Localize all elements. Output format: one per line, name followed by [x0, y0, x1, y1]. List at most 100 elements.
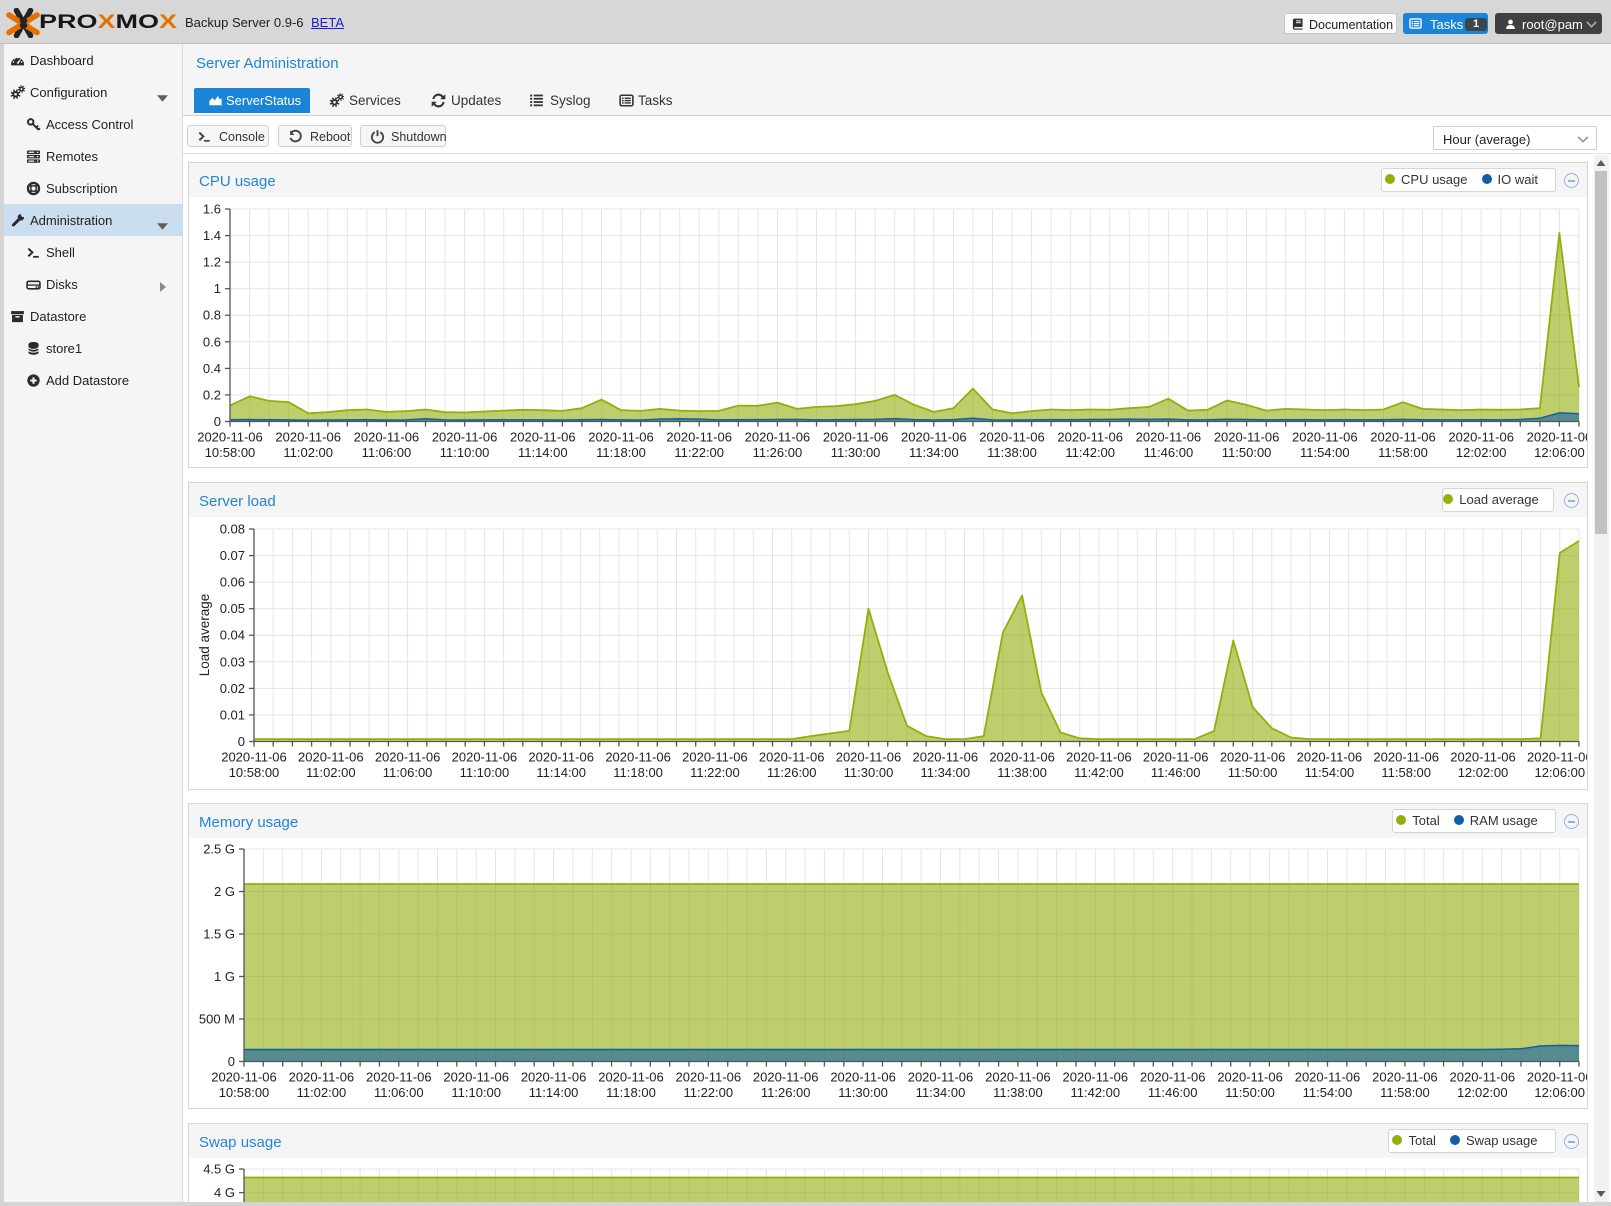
svg-text:1.5 G: 1.5 G	[203, 927, 235, 942]
svg-text:0.4: 0.4	[203, 361, 221, 376]
svg-text:11:14:00: 11:14:00	[536, 765, 586, 780]
svg-text:11:22:00: 11:22:00	[690, 765, 740, 780]
svg-text:12:06:00: 12:06:00	[1534, 765, 1585, 780]
svg-text:11:22:00: 11:22:00	[683, 1085, 733, 1100]
svg-text:2020-11-06: 2020-11-06	[836, 750, 902, 765]
svg-text:2020-11-06: 2020-11-06	[1063, 1070, 1129, 1085]
svg-text:2020-11-06: 2020-11-06	[528, 750, 594, 765]
svg-text:500 M: 500 M	[199, 1012, 235, 1027]
svg-text:2020-11-06: 2020-11-06	[221, 750, 287, 765]
svg-text:2020-11-06: 2020-11-06	[1448, 430, 1514, 445]
svg-text:2020-11-06: 2020-11-06	[354, 430, 420, 445]
svg-text:11:54:00: 11:54:00	[1305, 765, 1355, 780]
svg-text:1.6: 1.6	[203, 202, 221, 217]
svg-text:2020-11-06: 2020-11-06	[605, 750, 671, 765]
svg-text:11:46:00: 11:46:00	[1151, 765, 1201, 780]
svg-text:0.01: 0.01	[220, 707, 245, 722]
svg-text:2020-11-06: 2020-11-06	[443, 1070, 509, 1085]
svg-text:11:58:00: 11:58:00	[1380, 1085, 1430, 1100]
svg-text:2020-11-06: 2020-11-06	[676, 1070, 742, 1085]
svg-text:11:34:00: 11:34:00	[909, 445, 959, 460]
svg-text:2020-11-06: 2020-11-06	[745, 430, 811, 445]
svg-text:0.04: 0.04	[220, 628, 245, 643]
svg-text:2020-11-06: 2020-11-06	[1450, 1070, 1516, 1085]
svg-text:2020-11-06: 2020-11-06	[753, 1070, 819, 1085]
svg-text:2020-11-06: 2020-11-06	[901, 430, 967, 445]
svg-text:0: 0	[238, 734, 245, 749]
svg-text:12:02:00: 12:02:00	[1457, 1085, 1508, 1100]
svg-text:11:50:00: 11:50:00	[1228, 765, 1278, 780]
svg-text:11:18:00: 11:18:00	[596, 445, 646, 460]
svg-text:2020-11-06: 2020-11-06	[979, 430, 1045, 445]
svg-text:10:58:00: 10:58:00	[229, 765, 280, 780]
svg-text:11:10:00: 11:10:00	[440, 445, 490, 460]
svg-text:11:06:00: 11:06:00	[374, 1085, 424, 1100]
svg-text:0.8: 0.8	[203, 308, 221, 323]
svg-text:11:30:00: 11:30:00	[831, 445, 881, 460]
svg-text:1: 1	[214, 281, 221, 296]
svg-text:10:58:00: 10:58:00	[219, 1085, 270, 1100]
svg-text:11:02:00: 11:02:00	[283, 445, 333, 460]
svg-text:12:02:00: 12:02:00	[1458, 765, 1509, 780]
svg-text:2020-11-06: 2020-11-06	[588, 430, 654, 445]
svg-text:11:30:00: 11:30:00	[838, 1085, 888, 1100]
svg-text:2020-11-06: 2020-11-06	[1373, 750, 1439, 765]
svg-text:11:18:00: 11:18:00	[613, 765, 663, 780]
svg-text:2020-11-06: 2020-11-06	[682, 750, 748, 765]
svg-text:Load average: Load average	[197, 594, 212, 677]
svg-text:11:30:00: 11:30:00	[844, 765, 894, 780]
svg-text:2020-11-06: 2020-11-06	[1220, 750, 1286, 765]
svg-text:0: 0	[228, 1054, 235, 1069]
svg-text:2020-11-06: 2020-11-06	[598, 1070, 664, 1085]
svg-text:4.5 G: 4.5 G	[203, 1162, 235, 1177]
svg-text:1.4: 1.4	[203, 228, 221, 243]
svg-text:2020-11-06: 2020-11-06	[1140, 1070, 1206, 1085]
svg-text:2020-11-06: 2020-11-06	[759, 750, 825, 765]
svg-text:11:02:00: 11:02:00	[297, 1085, 347, 1100]
svg-text:2020-11-06: 2020-11-06	[1527, 750, 1587, 765]
svg-text:11:50:00: 11:50:00	[1225, 1085, 1275, 1100]
svg-text:2020-11-06: 2020-11-06	[989, 750, 1055, 765]
svg-text:11:06:00: 11:06:00	[362, 445, 412, 460]
svg-text:11:38:00: 11:38:00	[993, 1085, 1043, 1100]
svg-text:2020-11-06: 2020-11-06	[1450, 750, 1516, 765]
svg-text:11:58:00: 11:58:00	[1378, 445, 1428, 460]
svg-text:1 G: 1 G	[214, 969, 235, 984]
svg-text:11:46:00: 11:46:00	[1148, 1085, 1198, 1100]
svg-text:2020-11-06: 2020-11-06	[1066, 750, 1132, 765]
svg-text:11:46:00: 11:46:00	[1144, 445, 1194, 460]
svg-text:2020-11-06: 2020-11-06	[908, 1070, 974, 1085]
svg-text:11:22:00: 11:22:00	[674, 445, 724, 460]
svg-text:11:54:00: 11:54:00	[1303, 1085, 1353, 1100]
svg-text:4 G: 4 G	[214, 1185, 235, 1200]
svg-text:2020-11-06: 2020-11-06	[985, 1070, 1051, 1085]
svg-text:0: 0	[214, 414, 221, 429]
svg-text:2020-11-06: 2020-11-06	[298, 750, 364, 765]
svg-text:11:50:00: 11:50:00	[1222, 445, 1272, 460]
svg-text:2020-11-06: 2020-11-06	[521, 1070, 587, 1085]
svg-text:2020-11-06: 2020-11-06	[366, 1070, 432, 1085]
svg-text:0.07: 0.07	[220, 548, 245, 563]
svg-text:11:42:00: 11:42:00	[1065, 445, 1115, 460]
svg-text:11:14:00: 11:14:00	[529, 1085, 579, 1100]
svg-text:11:54:00: 11:54:00	[1300, 445, 1350, 460]
svg-text:0.02: 0.02	[220, 681, 245, 696]
svg-text:2020-11-06: 2020-11-06	[1214, 430, 1280, 445]
svg-text:12:06:00: 12:06:00	[1534, 1085, 1585, 1100]
svg-text:11:34:00: 11:34:00	[916, 1085, 966, 1100]
svg-text:2020-11-06: 2020-11-06	[1057, 430, 1123, 445]
svg-text:11:18:00: 11:18:00	[606, 1085, 656, 1100]
svg-text:2020-11-06: 2020-11-06	[1136, 430, 1202, 445]
svg-text:2020-11-06: 2020-11-06	[510, 430, 576, 445]
svg-text:2020-11-06: 2020-11-06	[913, 750, 979, 765]
svg-text:10:58:00: 10:58:00	[205, 445, 256, 460]
svg-text:0.6: 0.6	[203, 334, 221, 349]
svg-text:2020-11-06: 2020-11-06	[211, 1070, 277, 1085]
svg-text:11:42:00: 11:42:00	[1074, 765, 1124, 780]
svg-text:11:34:00: 11:34:00	[920, 765, 970, 780]
svg-text:2020-11-06: 2020-11-06	[452, 750, 518, 765]
svg-text:2020-11-06: 2020-11-06	[823, 430, 889, 445]
svg-text:11:26:00: 11:26:00	[767, 765, 817, 780]
svg-text:2020-11-06: 2020-11-06	[830, 1070, 896, 1085]
svg-text:2020-11-06: 2020-11-06	[1217, 1070, 1283, 1085]
